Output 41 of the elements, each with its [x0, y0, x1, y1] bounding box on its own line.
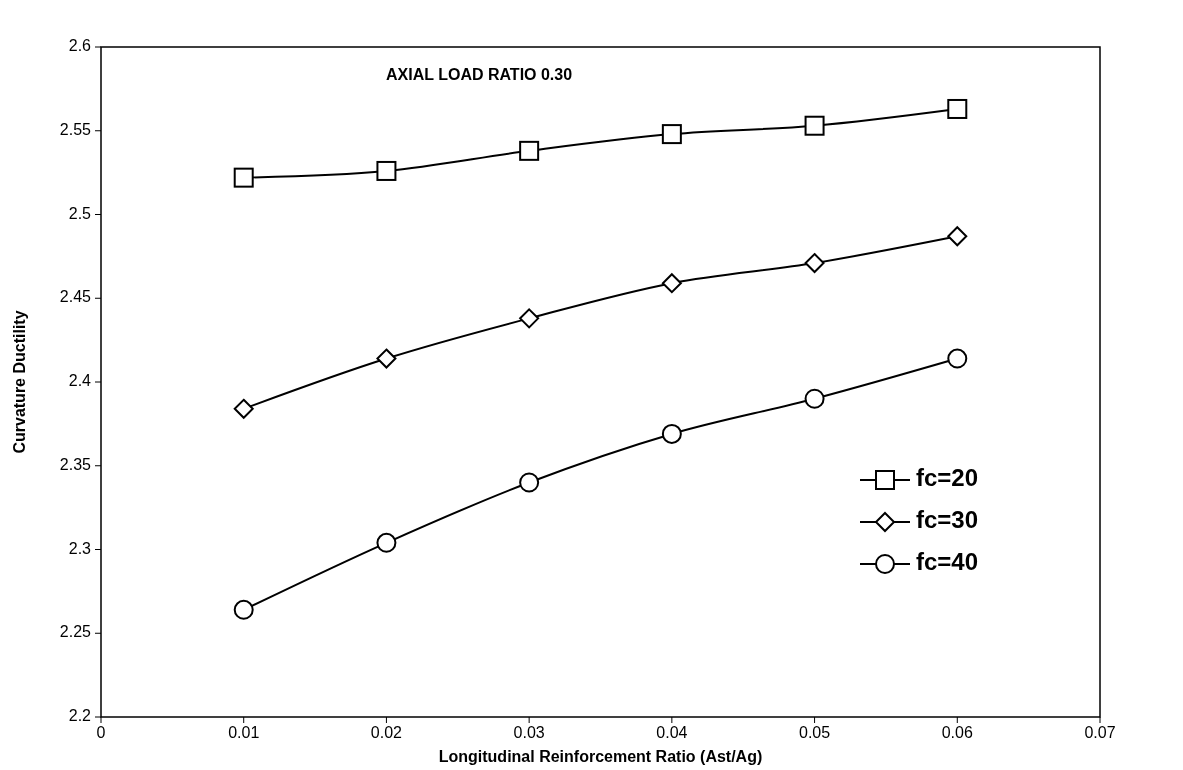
point: [376, 160, 397, 181]
x-tick-label: 0.03: [513, 724, 545, 741]
y-tick-label: 2.4: [68, 372, 92, 390]
legend-label: fc=20: [916, 464, 979, 492]
y-tick-label: 2.6: [68, 37, 92, 55]
point: [661, 124, 682, 145]
x-axis-title: Longitudinal Reinforcement Ratio (Ast/Ag): [438, 748, 763, 765]
point: [661, 423, 682, 444]
x-tick-label: 0.04: [656, 724, 688, 741]
y-tick-label: 2.45: [59, 288, 92, 306]
annotation: AXIAL LOAD RATIO 0.30: [386, 66, 573, 83]
point: [233, 167, 254, 188]
point: [661, 273, 682, 294]
y-tick-label: 2.35: [59, 455, 92, 473]
x-tick-label: 0.06: [941, 724, 973, 741]
point: [519, 308, 540, 329]
y-tick-label: 2.2: [68, 707, 92, 725]
legend-label: fc=40: [916, 548, 979, 576]
x-tick-label: 0.02: [370, 724, 403, 741]
x-tick-label: 0.07: [1084, 724, 1116, 741]
point: [804, 253, 825, 274]
point: [804, 388, 825, 409]
y-axis-title: Curvature Ductility: [11, 310, 28, 454]
point: [519, 472, 540, 493]
x-tick-label: 0.05: [799, 724, 831, 741]
y-tick-label: 2.25: [59, 623, 92, 641]
y-tick-label: 2.3: [68, 539, 92, 557]
y-tick-label: 2.5: [68, 204, 92, 222]
point: [519, 140, 540, 161]
point: [947, 226, 968, 247]
legend-label: fc=30: [916, 506, 979, 534]
point: [233, 398, 254, 419]
point: [376, 532, 397, 553]
x-tick-label: 0.01: [228, 724, 260, 741]
point: [804, 115, 825, 136]
point: [947, 348, 968, 369]
y-tick-label: 2.55: [59, 120, 92, 138]
x-tick-label: 0: [96, 724, 106, 741]
point: [233, 599, 254, 620]
point: [376, 348, 397, 369]
point: [947, 98, 968, 119]
